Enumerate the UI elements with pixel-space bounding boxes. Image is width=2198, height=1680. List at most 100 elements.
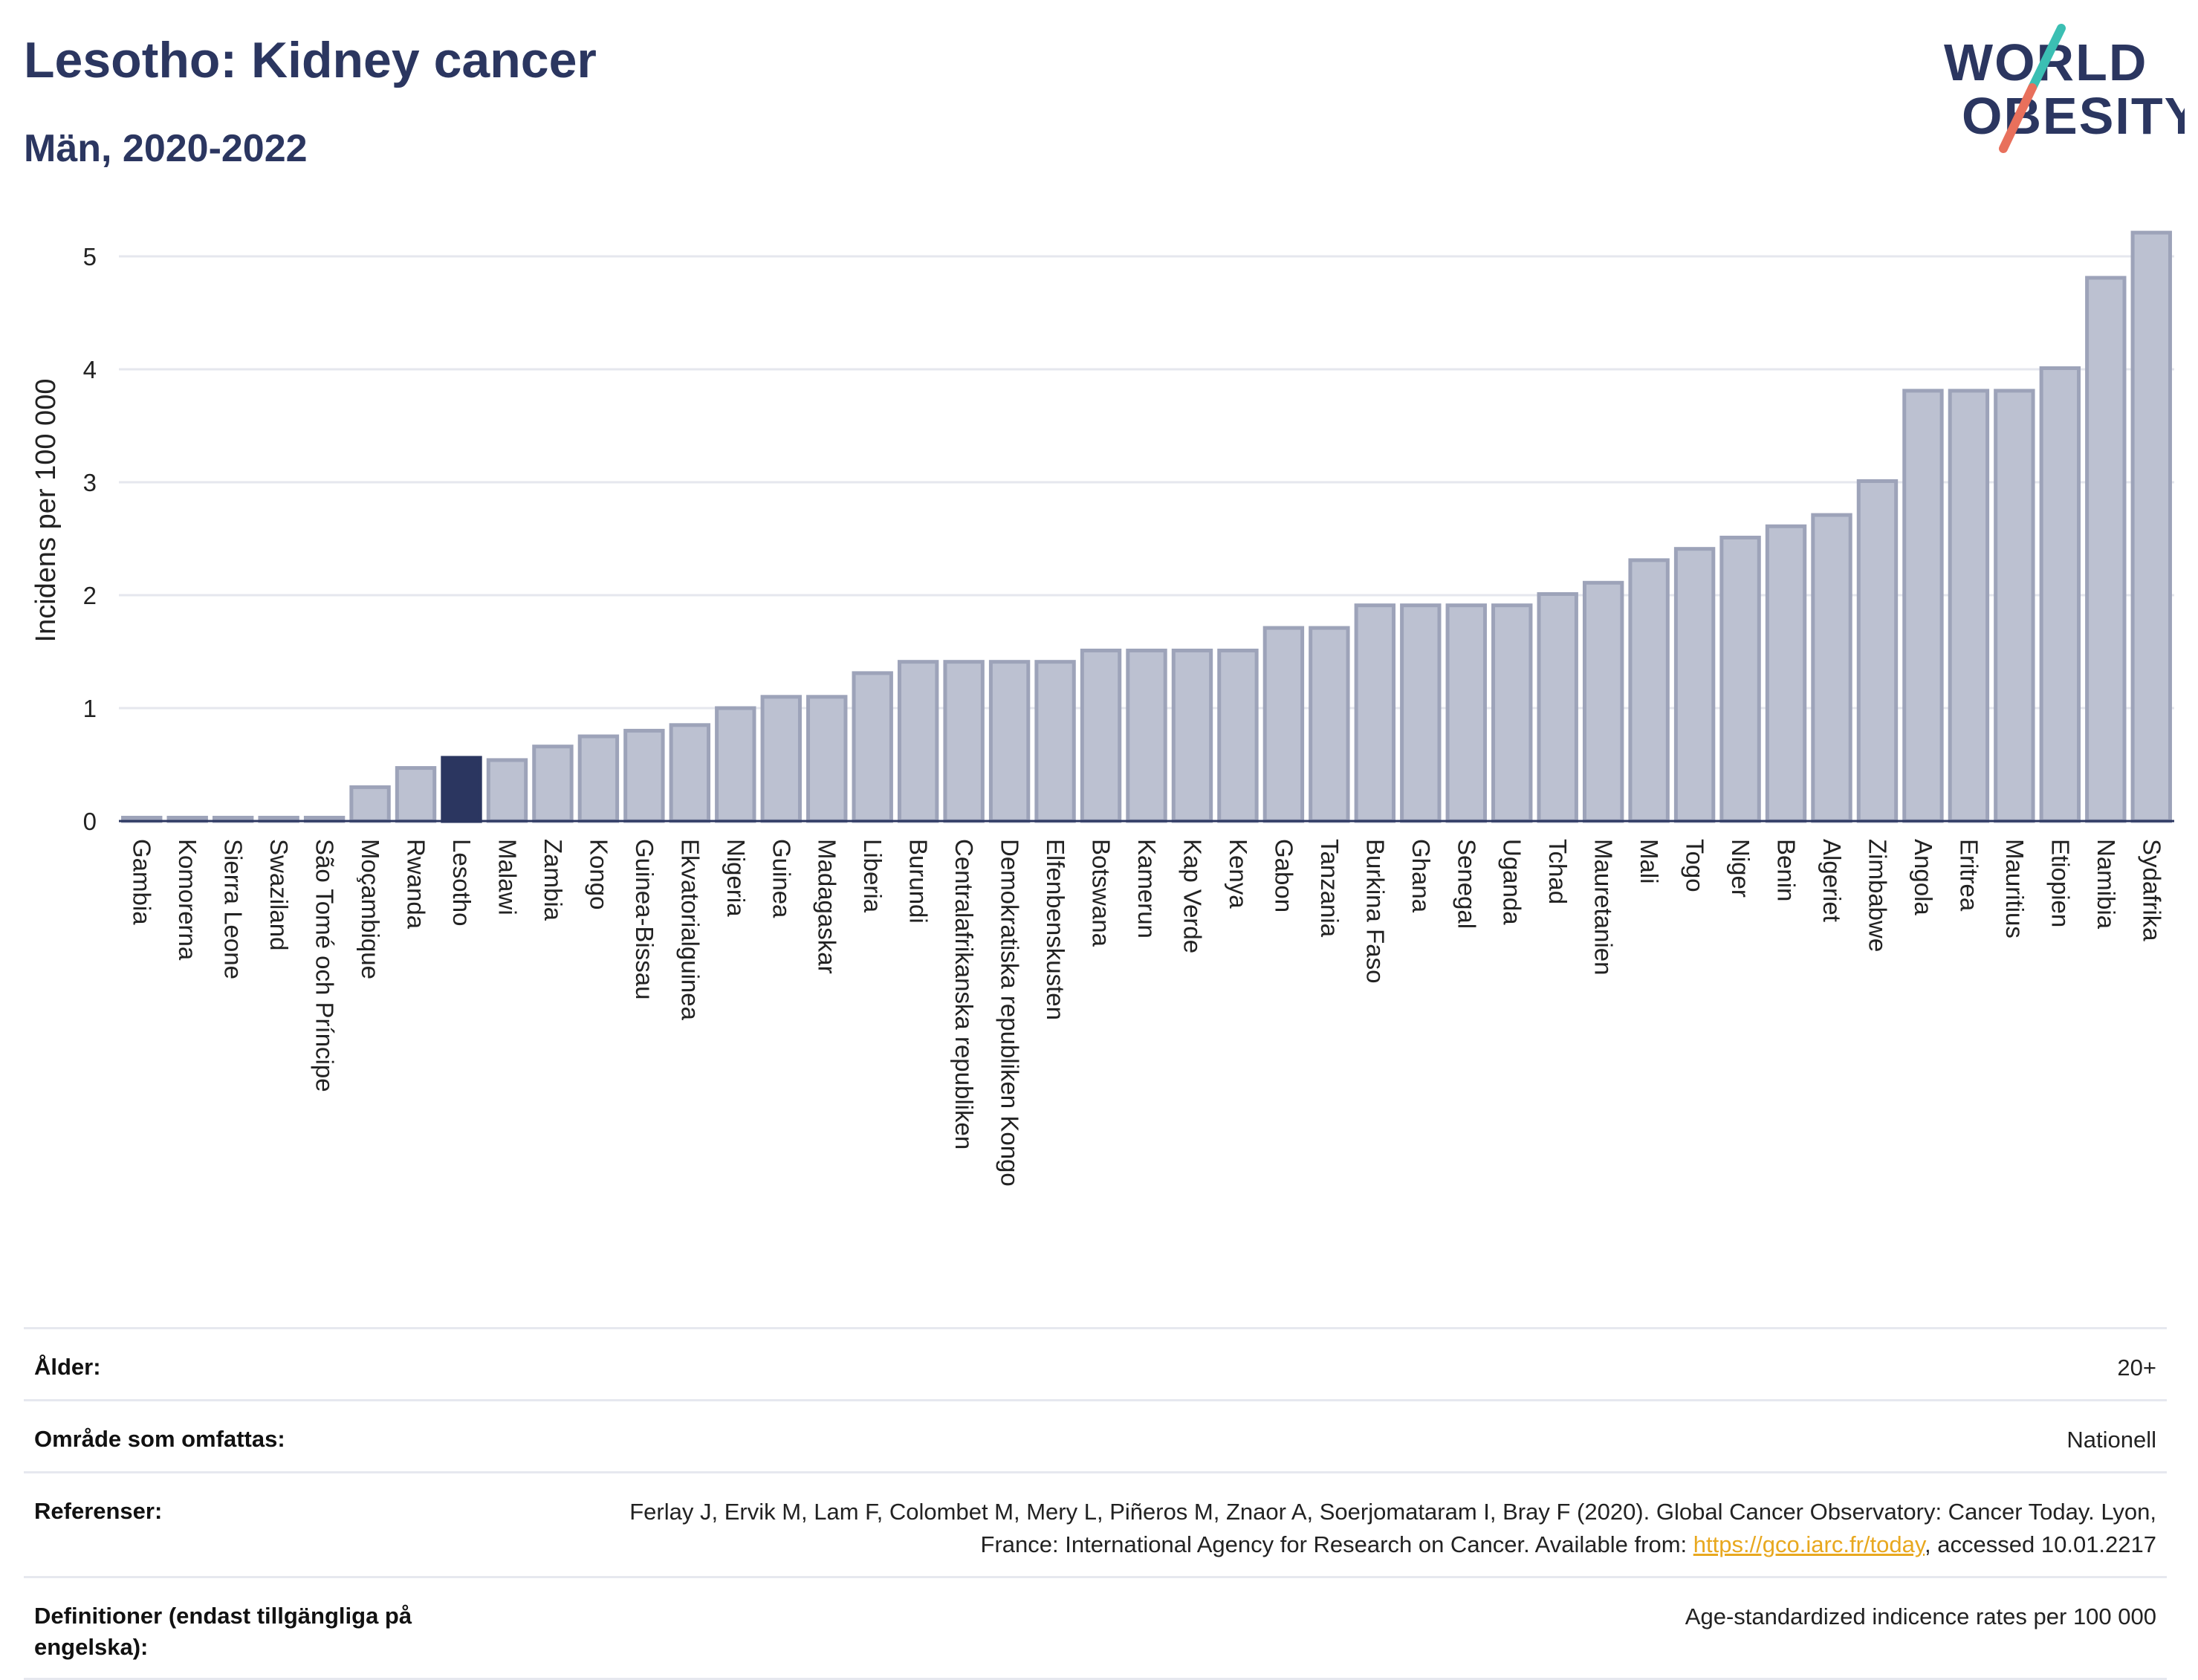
bar-burundi <box>897 660 939 823</box>
bar-kamerun <box>1126 648 1167 823</box>
bar-guinea-bissau <box>623 728 665 823</box>
x-tick-label: Angola <box>1910 839 1937 915</box>
bar-angola <box>1902 389 1944 823</box>
info-row-definitions: Definitioner (endast tillgängliga på eng… <box>24 1576 2167 1680</box>
bar-tanzania <box>1309 626 1350 823</box>
bar-mauritius <box>1994 389 2035 823</box>
x-tick-label: Kap Verde <box>1179 839 1206 953</box>
y-axis-label: Incidens per 100 000 <box>30 379 62 643</box>
bar-nigeria <box>715 706 756 823</box>
y-tick-label: 1 <box>83 695 97 722</box>
x-tick-label: Etiopien <box>2046 839 2074 927</box>
x-tick-label: Liberia <box>859 839 886 913</box>
x-tick-label: Tchad <box>1544 839 1572 904</box>
references-label: Referenser: <box>34 1498 163 1524</box>
bar-rwanda <box>395 766 437 823</box>
bar-mo-ambique <box>349 785 391 823</box>
x-tick-label: Tanzania <box>1316 839 1343 938</box>
bar-madagaskar <box>806 695 848 823</box>
info-row-references: Referenser: Ferlay J, Ervik M, Lam F, Co… <box>24 1471 2167 1576</box>
bar-kap-verde <box>1171 648 1213 823</box>
page-subtitle: Män, 2020-2022 <box>24 127 308 170</box>
bar-mauretanien <box>1582 580 1624 823</box>
bar-liberia <box>852 671 893 823</box>
bar-kongo <box>577 734 620 823</box>
x-tick-label: Zimbabwe <box>1864 839 1891 952</box>
bar-burkina-faso <box>1354 603 1396 823</box>
bar-layer <box>121 230 2172 823</box>
x-tick-label: Benin <box>1773 839 1800 901</box>
area-value: Nationell <box>2066 1427 2156 1453</box>
bar-zambia <box>532 745 574 823</box>
x-tick-label: Senegal <box>1453 839 1480 929</box>
x-tick-label: Niger <box>1727 839 1754 898</box>
references-link[interactable]: https://gco.iarc.fr/today <box>1693 1531 1925 1557</box>
logo-slash-top <box>2028 24 2066 92</box>
logo-slash-bottom <box>1999 83 2037 153</box>
bar-centralafrikanska-republiken <box>943 660 985 823</box>
bar-gabon <box>1262 626 1305 823</box>
bar-mali <box>1628 558 1670 823</box>
bar-malawi <box>486 758 528 823</box>
bar-niger <box>1719 535 1761 823</box>
x-tick-label: Rwanda <box>403 839 430 930</box>
x-tick-label: Ghana <box>1407 839 1435 913</box>
x-tick-label: Moçambique <box>357 839 384 979</box>
x-tick-label: Guinea-Bissau <box>631 839 658 999</box>
x-tick-label: Kenya <box>1225 839 1252 909</box>
x-tick-labels: Gambia Komorerna Sierra Leone Swaziland São … <box>129 839 2166 1187</box>
world-obesity-logo: WORLD OBESITY <box>1944 24 2185 153</box>
y-tick-labels: 0 1 2 3 4 5 <box>83 243 97 835</box>
bar-uganda <box>1491 603 1533 823</box>
x-tick-label: São Tomé och Príncipe <box>311 839 339 1092</box>
bar-lesotho <box>441 756 482 823</box>
x-tick-label: Burkina Faso <box>1361 839 1389 983</box>
x-tick-label: Mali <box>1635 839 1663 884</box>
x-tick-label: Gabon <box>1270 839 1297 912</box>
x-tick-label: Kongo <box>585 839 612 909</box>
x-tick-label: Madagaskar <box>814 839 841 974</box>
bar-chart: 0 1 2 3 4 5 Gambia Komorerna Sierra Leone Swazil… <box>30 230 2174 1187</box>
bar-elfenbenskusten <box>1034 660 1076 823</box>
x-tick-label: Gambia <box>129 839 156 925</box>
x-tick-label: Guinea <box>768 839 795 918</box>
bar-sydafrika <box>2130 230 2172 823</box>
x-tick-label: Sierra Leone <box>220 839 247 979</box>
area-label: Område som omfattas: <box>34 1426 285 1452</box>
bar-eritrea <box>1948 389 1990 823</box>
y-tick-label: 5 <box>83 243 97 270</box>
x-tick-label: Algeriet <box>1818 839 1846 922</box>
logo-line-2: OBESITY <box>1962 87 2185 145</box>
x-tick-label: Nigeria <box>722 839 750 917</box>
x-tick-label: Malawi <box>493 839 521 915</box>
age-label: Ålder: <box>34 1354 101 1380</box>
bar-algeriet <box>1811 513 1852 823</box>
x-tick-label: Centralafrikanska republiken <box>950 839 978 1149</box>
references-value: Ferlay J, Ervik M, Lam F, Colombet M, Me… <box>559 1496 2156 1561</box>
bar-senegal <box>1445 603 1487 823</box>
x-tick-label: Swaziland <box>265 839 293 950</box>
bar-etiopien <box>2039 366 2081 823</box>
bar-botswana <box>1080 648 1122 823</box>
definitions-label: Definitioner (endast tillgängliga på eng… <box>34 1603 412 1660</box>
bar-ekvatorialguinea <box>669 723 711 823</box>
bar-zimbabwe <box>1856 479 1899 823</box>
age-value: 20+ <box>2117 1355 2156 1381</box>
x-tick-label: Ekvatorialguinea <box>676 839 704 1021</box>
x-tick-label: Sydafrika <box>2138 839 2165 941</box>
x-tick-label: Demokratiska republiken Kongo <box>996 839 1024 1187</box>
x-tick-label: Botswana <box>1088 839 1115 947</box>
x-tick-label: Elfenbenskusten <box>1042 839 1069 1020</box>
definitions-value: Age-standardized indicence rates per 100… <box>1685 1603 2156 1629</box>
x-tick-label: Kamerun <box>1133 839 1161 938</box>
bar-guinea <box>760 695 802 823</box>
references-text: Ferlay J, Ervik M, Lam F, Colombet M, Me… <box>629 1499 2156 1557</box>
x-tick-label: Burundi <box>905 839 933 924</box>
x-tick-label: Eritrea <box>1955 839 1983 912</box>
x-tick-label: Mauretanien <box>1590 839 1618 975</box>
bar-ghana <box>1400 603 1442 823</box>
bar-togo <box>1673 547 1716 823</box>
x-tick-label: Uganda <box>1499 839 1526 925</box>
y-tick-label: 4 <box>83 356 97 383</box>
info-row-age: Ålder: 20+ <box>24 1327 2167 1399</box>
